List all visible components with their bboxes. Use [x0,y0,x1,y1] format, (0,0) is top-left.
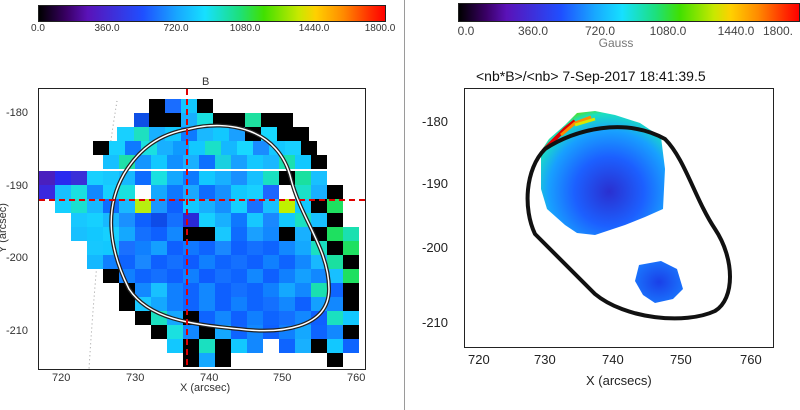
right-x-tick: 720 [468,352,490,367]
left-panel: 0.0 360.0 720.0 1080.0 1440.0 1800.0 B [0,0,395,410]
left-colorbar [38,5,386,22]
right-x-tick: 730 [534,352,556,367]
field-contour [525,125,732,321]
left-colorbar-tick: 1080.0 [229,23,261,34]
left-x-tick: 720 [52,372,71,384]
left-colorbar-tick: 0.0 [31,23,45,34]
panel-divider [404,0,405,410]
right-panel: 0.0 360.0 720.0 1080.0 1440.0 1800. Gaus… [410,0,800,410]
right-colorbar-tick: 1080.0 [649,24,687,38]
left-y-axis-label: Y (arcsec) [0,203,9,253]
left-x-tick: 730 [126,372,145,384]
right-plot-area [464,88,774,348]
field-region-main [541,111,665,235]
right-colorbar-tick: 0.0 [457,24,475,38]
colorbar-unit: Gauss [598,36,634,50]
right-colorbar-tick: 1440.0 [717,24,755,38]
limb-line [88,100,118,369]
left-plot-area [38,88,366,370]
left-x-tick: 740 [200,372,219,384]
left-y-tick: -180 [6,107,29,119]
right-x-tick: 750 [670,352,692,367]
right-y-tick: -210 [422,315,449,330]
right-colorbar [458,3,800,22]
right-y-tick: -200 [422,240,449,255]
left-colorbar-tick: 1800.0 [364,23,396,34]
right-colorbar-tick: 360.0 [517,24,549,38]
left-colorbar-tick: 1440.0 [298,23,330,34]
right-field-map [525,111,732,321]
left-x-tick: 750 [273,372,292,384]
right-colorbar-tick: 1800. [762,24,794,38]
left-y-tick: -200 [6,252,29,264]
plot-title: <nb*B>/<nb> 7-Sep-2017 18:41:39.5 [476,68,706,84]
left-colorbar-tick: 360.0 [94,23,120,34]
left-y-tick: -210 [6,325,29,337]
left-x-tick: 760 [347,372,366,384]
right-x-tick: 740 [602,352,624,367]
right-y-tick: -190 [422,176,449,191]
pixel-cells [39,99,359,367]
right-x-axis-label: X (arcsecs) [586,373,652,388]
left-y-tick: -190 [6,180,29,192]
left-colorbar-tick: 720.0 [163,23,189,34]
left-top-label: B [202,76,210,88]
contour-inner [110,124,330,332]
right-y-tick: -180 [422,114,449,129]
left-pixel-map [39,89,365,369]
field-region-secondary [635,261,683,303]
left-x-axis-label: X (arcsec) [180,382,231,394]
right-x-tick: 760 [740,352,762,367]
right-colorbar-tick: 720.0 [584,24,616,38]
